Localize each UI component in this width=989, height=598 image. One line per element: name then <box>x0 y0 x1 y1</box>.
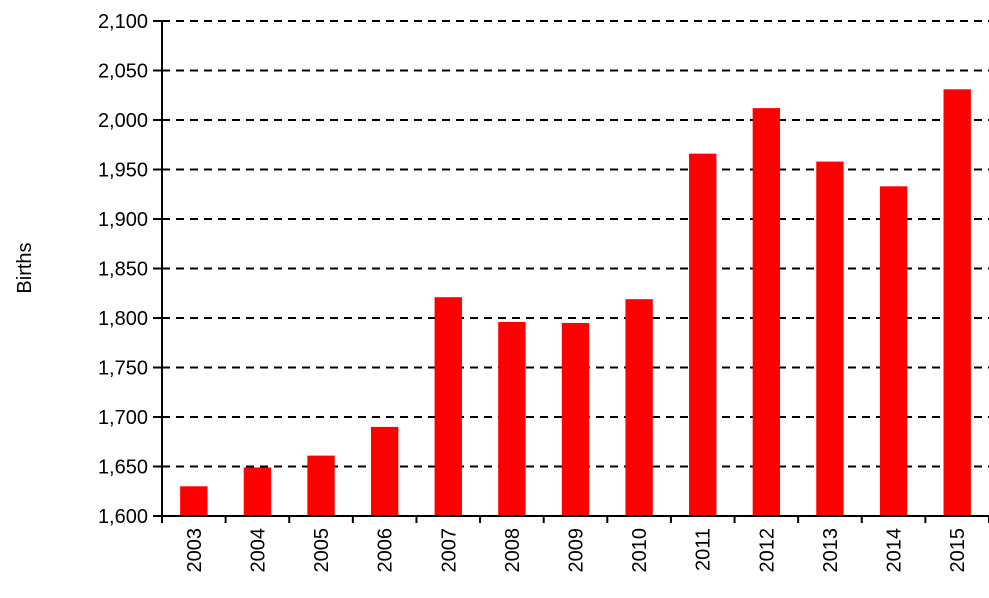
bar-2012 <box>752 108 781 517</box>
bar-2006 <box>370 426 399 516</box>
y-tick-label: 1,800 <box>98 308 148 330</box>
bar-2010 <box>625 299 653 516</box>
x-tick-label: 2011 <box>693 528 715 571</box>
bar-2003 <box>180 486 208 516</box>
bar-2005 <box>307 455 335 516</box>
x-tick-label: 2014 <box>884 528 906 573</box>
x-tick-label: 2004 <box>247 528 269 573</box>
bar-2015 <box>943 89 971 516</box>
y-tick-label: 1,900 <box>98 209 148 231</box>
bar-2007 <box>434 297 462 516</box>
bar-2008 <box>498 321 526 516</box>
y-tick-labels: 1,600 1,650 1,700 1,750 1,800 1,850 1,900 1,950… <box>98 11 148 528</box>
y-tick-label: 2,100 <box>98 11 148 33</box>
y-tick-label: 2,050 <box>98 61 148 83</box>
x-tick-label: 2006 <box>375 528 397 573</box>
bar-2013 <box>816 161 844 516</box>
axes <box>153 20 989 523</box>
bars <box>180 89 971 517</box>
y-tick-label: 1,700 <box>98 407 148 429</box>
gridlines <box>162 20 989 468</box>
bar-2014 <box>879 186 908 516</box>
x-tick-label: 2015 <box>947 528 969 573</box>
x-tick-labels: 2003 2004 2005 2006 2007 2008 2009 2010 2011 2012… <box>184 528 969 573</box>
x-tick-label: 2007 <box>438 528 460 573</box>
y-tick-label: 1,600 <box>98 506 148 528</box>
x-tick-label: 2008 <box>502 528 524 573</box>
y-tick-label: 1,950 <box>98 160 148 182</box>
bar-2009 <box>561 322 590 516</box>
y-tick-label: 2,000 <box>98 110 148 132</box>
x-tick-label: 2010 <box>629 528 651 573</box>
x-tick-label: 2013 <box>820 528 842 573</box>
bar-2004 <box>243 467 272 516</box>
x-tick-label: 2005 <box>311 528 333 573</box>
y-tick-label: 1,650 <box>98 457 148 479</box>
x-tick-label: 2003 <box>184 528 206 573</box>
y-tick-label: 1,750 <box>98 358 148 380</box>
y-axis-label: Births <box>14 242 36 293</box>
y-tick-label: 1,850 <box>98 259 148 281</box>
bar-2011 <box>689 153 717 516</box>
x-tick-label: 2009 <box>566 528 588 573</box>
x-tick-label: 2012 <box>756 528 778 573</box>
